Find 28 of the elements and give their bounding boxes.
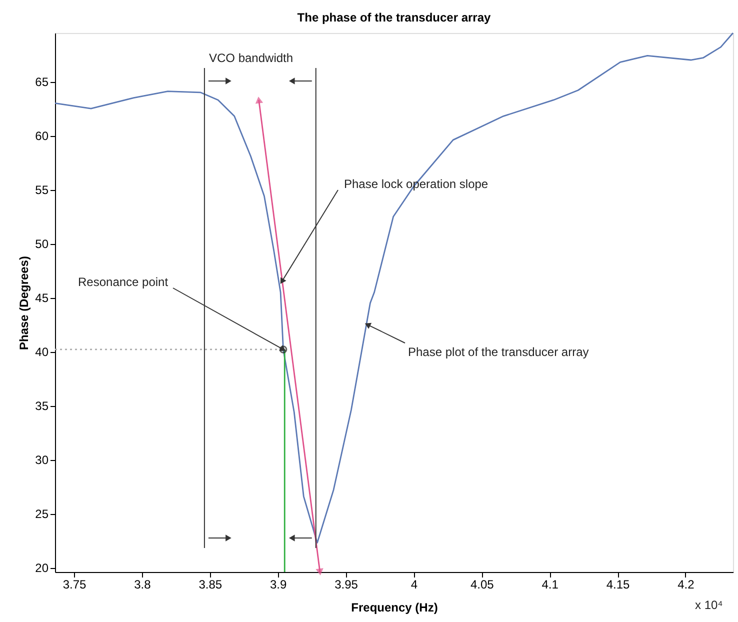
y-tick-label: 45: [35, 291, 49, 306]
x-tick-label: 3.9: [270, 578, 287, 592]
annotation: Phase plot of the transducer array: [408, 345, 589, 359]
y-tick-label: 35: [35, 399, 49, 414]
y-tick-label: 30: [35, 453, 49, 468]
chart-title: The phase of the transducer array: [297, 10, 492, 24]
y-axis-title: Phase (Degrees): [17, 256, 32, 350]
y-tick-label: 25: [35, 507, 49, 522]
annotation: VCO bandwidth: [209, 51, 294, 65]
x-tick-label: 4.15: [606, 578, 630, 592]
x-tick-label: 3.8: [134, 578, 152, 592]
x-tick-label: 4.2: [678, 578, 695, 592]
y-tick-label: 40: [35, 345, 49, 360]
x-tick-label: 3.85: [198, 578, 222, 592]
y-tick-label: 20: [35, 561, 49, 576]
x-tick-label: 4: [410, 578, 418, 592]
y-tick-label: 60: [35, 129, 49, 144]
text: x 10⁴: [695, 598, 723, 612]
x-tick-label: 3.95: [334, 578, 358, 592]
y-tick-label: 55: [35, 183, 49, 198]
x-tick-label: 3.75: [62, 578, 87, 592]
y-tick-label: 50: [35, 237, 49, 252]
line-series: [54, 32, 734, 544]
y-tick-label: 65: [35, 75, 49, 90]
x-axis-title: Frequency (Hz): [351, 600, 438, 614]
annotation: Resonance point: [78, 275, 169, 289]
x-tick-label: 4.1: [542, 578, 559, 592]
x-tick-label: 4.05: [470, 578, 494, 592]
